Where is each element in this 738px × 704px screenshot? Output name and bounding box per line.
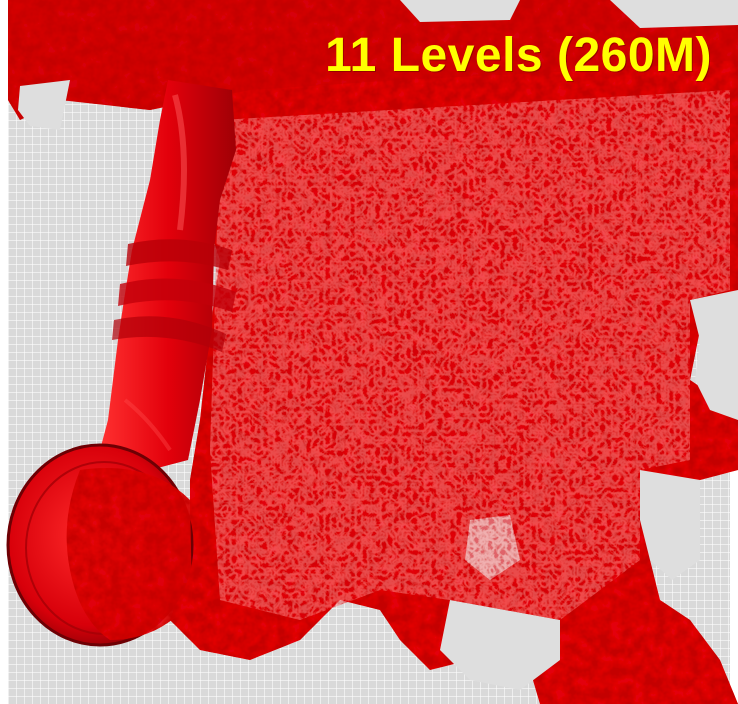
title-label: 11 Levels (260M) bbox=[325, 29, 712, 82]
turbulent-highlights bbox=[210, 90, 730, 620]
jet-disc bbox=[6, 443, 194, 647]
inflow-pipe bbox=[100, 80, 236, 470]
